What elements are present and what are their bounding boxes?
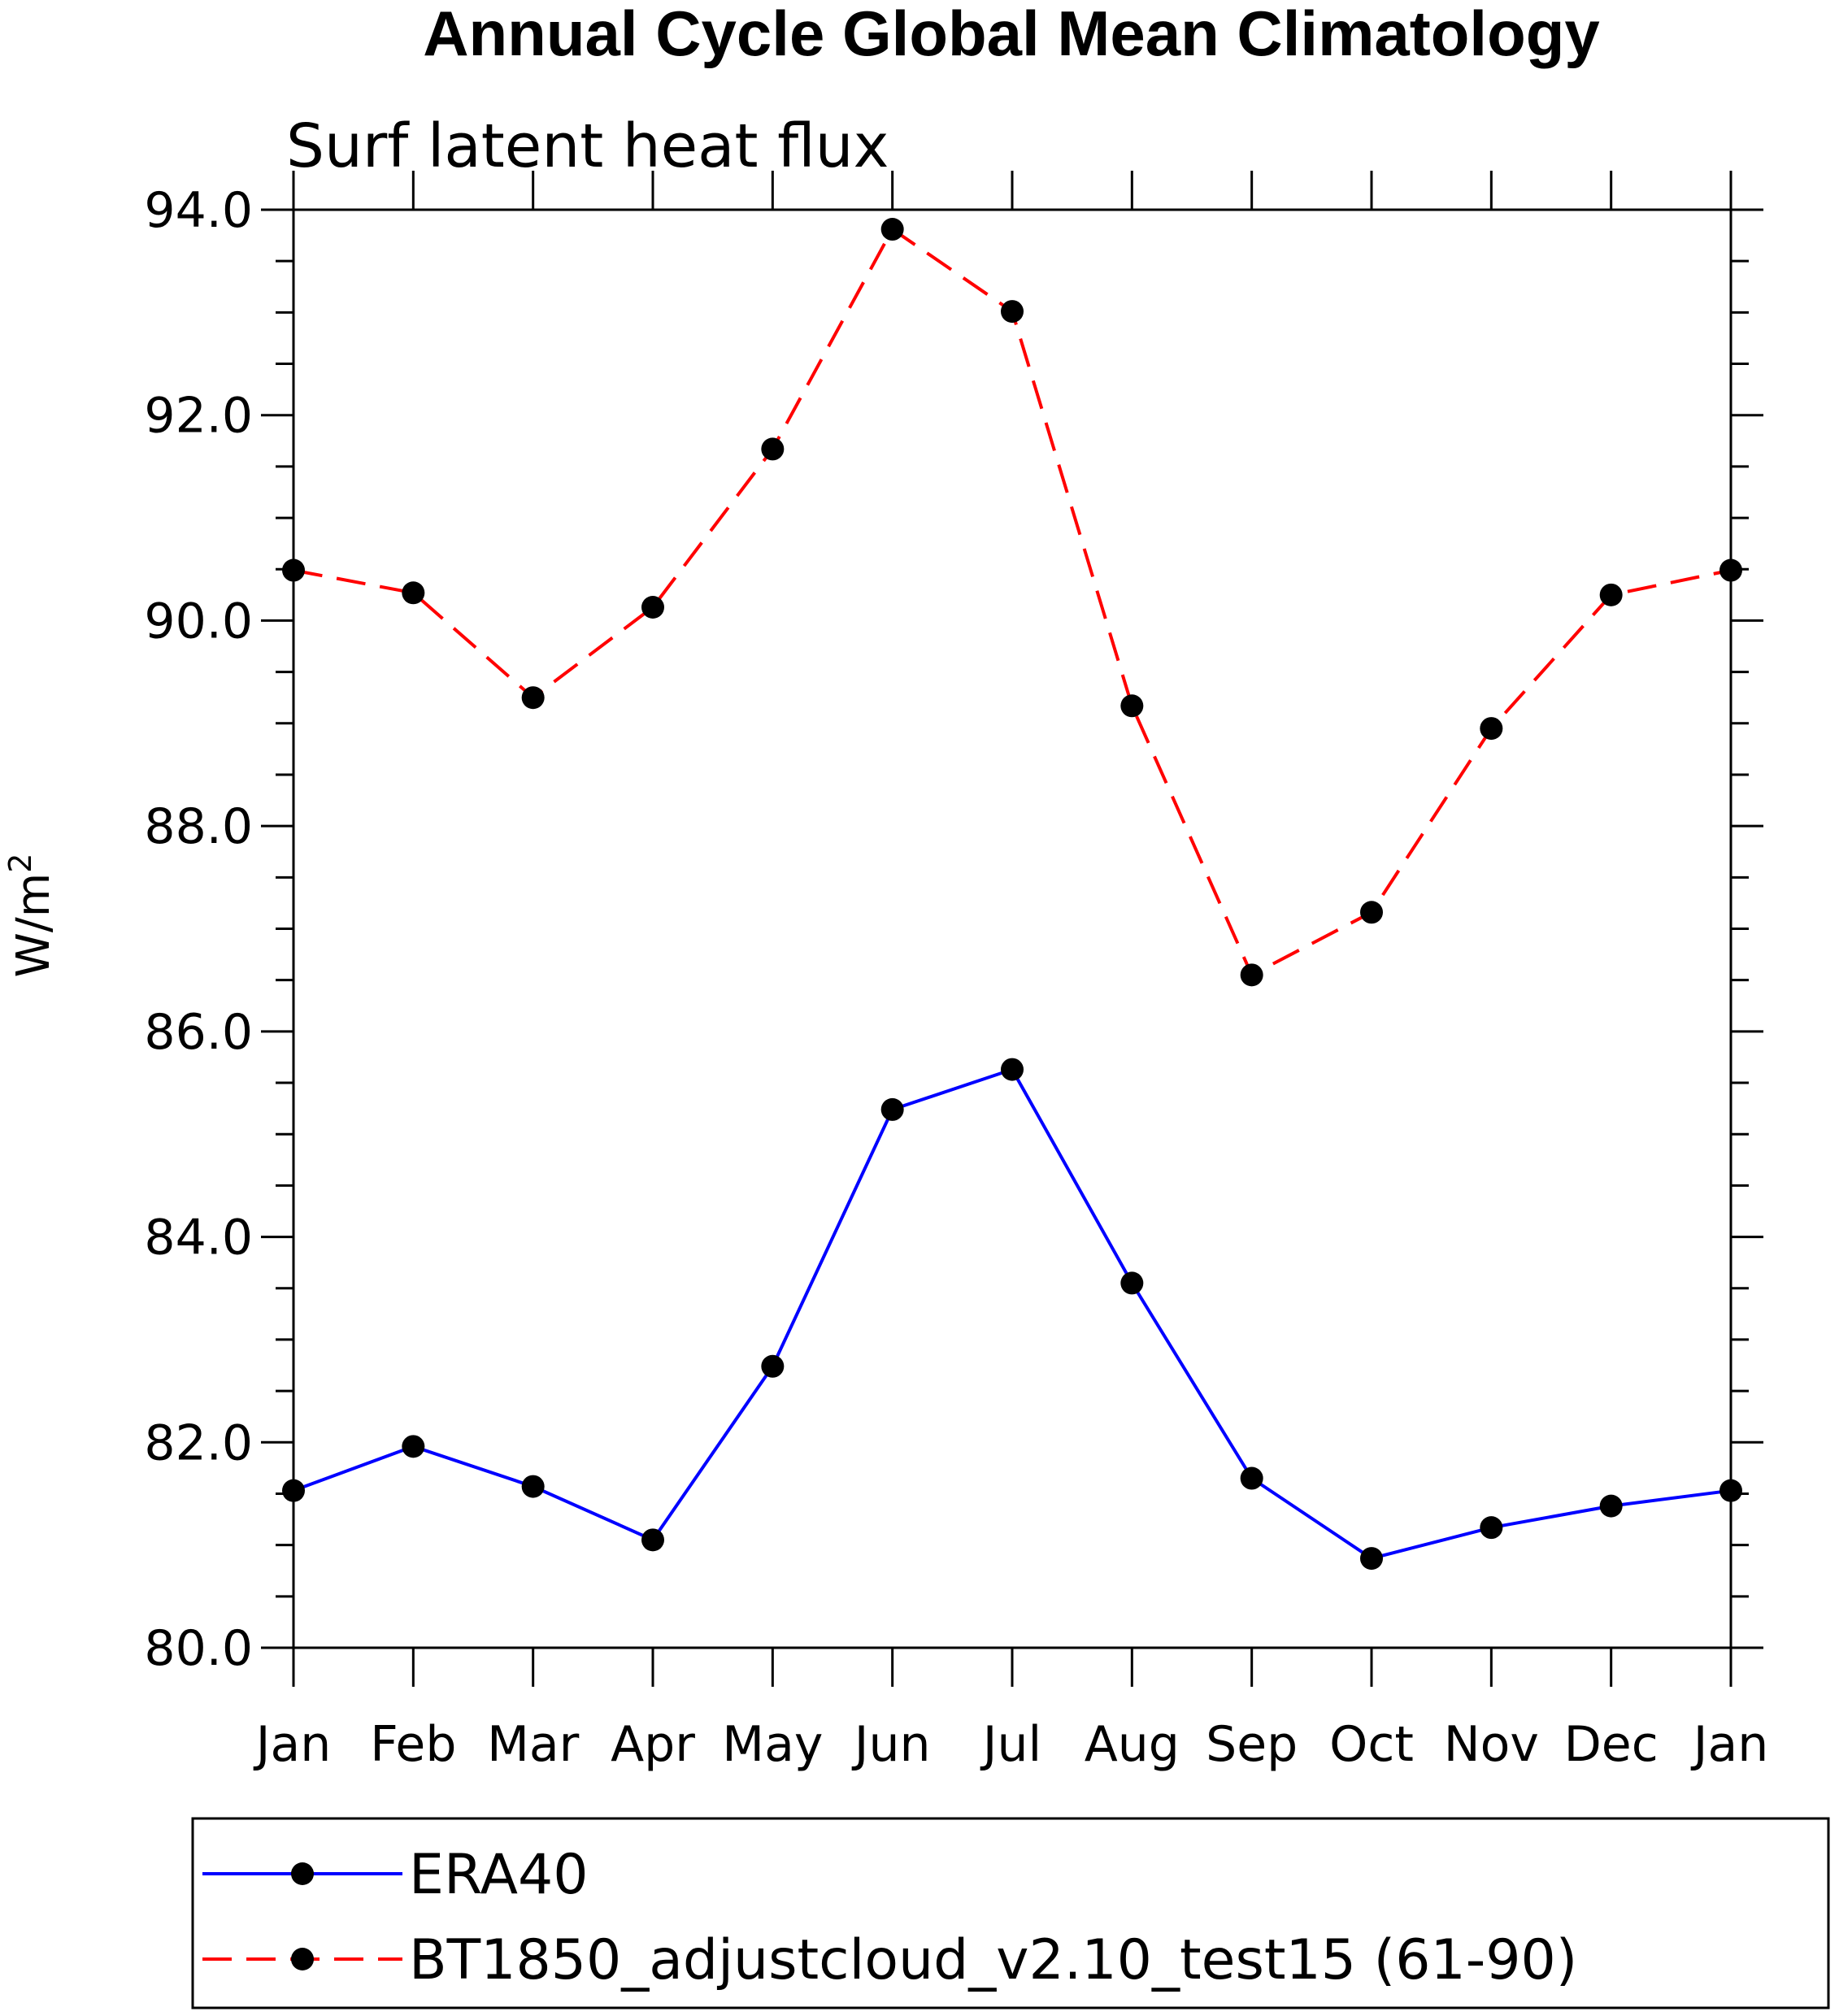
series-1-point: [1001, 1058, 1024, 1081]
plot-area: 80.0 82.0 84.0 86.0 88.0 90.0 92.0 94.0 Jan Feb Ma…: [144, 171, 1768, 1773]
x-tick-label: Jul: [980, 1716, 1041, 1773]
series-2-point: [1360, 901, 1383, 924]
series-line-2: [293, 227, 1732, 978]
y-tick-label: 84.0: [144, 1210, 253, 1267]
y-tick-label: 80.0: [144, 1620, 253, 1677]
series-1-point: [641, 1528, 664, 1552]
y-tick-label: 92.0: [144, 388, 253, 445]
legend-label-1: ERA40: [409, 1843, 589, 1907]
x-tick-label: Dec: [1564, 1716, 1659, 1773]
series-2-point: [521, 686, 545, 710]
legend-box: [191, 1817, 1830, 2009]
chart-subtitle: Surf latent heat flux: [286, 111, 889, 181]
series-2-point: [1480, 717, 1503, 741]
series-2-point: [761, 437, 785, 461]
chart-title: Annual Cycle Global Mean Climatology: [423, 0, 1600, 69]
x-tick-label: Jun: [851, 1716, 931, 1773]
y-tick-label: 90.0: [144, 593, 253, 650]
series-2-point: [1240, 963, 1263, 987]
series-1-point: [1360, 1547, 1383, 1571]
legend-label-2: BT1850_adjustcloud_v2.10_test15 (61-90): [409, 1928, 1577, 1992]
y-tick-label: 82.0: [144, 1414, 253, 1471]
series-1-point: [1240, 1466, 1263, 1490]
y-tick-label: 94.0: [144, 182, 253, 239]
series-1-point: [1599, 1494, 1623, 1518]
y-axis-label-exponent: 2: [2, 854, 38, 873]
y-tick-label: 88.0: [144, 798, 253, 855]
series-2-point: [641, 596, 664, 619]
x-tick-label: Jan: [253, 1716, 332, 1773]
x-tick-label: Sep: [1206, 1716, 1298, 1773]
series-1-point: [521, 1475, 545, 1498]
series-1-point: [761, 1354, 785, 1378]
y-axis-label: W/m2: [2, 854, 60, 978]
legend-marker-2: [291, 1948, 314, 1970]
series-1-point: [1719, 1479, 1742, 1502]
x-tick-label: Jan: [1690, 1716, 1769, 1773]
x-tick-label: Nov: [1444, 1716, 1539, 1773]
series-1-point: [1120, 1271, 1144, 1295]
series-2-point: [1001, 300, 1024, 324]
series-2-point: [282, 558, 305, 582]
x-tick-label: Aug: [1085, 1716, 1180, 1773]
legend-marker-1: [291, 1862, 314, 1885]
series-2-point: [1599, 583, 1623, 606]
series-2-point: [1120, 694, 1144, 718]
x-tick-label: Mar: [487, 1716, 580, 1773]
x-tick-label: Apr: [611, 1716, 695, 1773]
x-tick-label: May: [722, 1716, 823, 1773]
series-1-point: [402, 1435, 425, 1458]
series-1-point: [1480, 1516, 1503, 1540]
x-tick-label: Oct: [1329, 1716, 1414, 1773]
series-line-1: [293, 1067, 1732, 1561]
series-2-point: [1719, 558, 1742, 582]
plot-frame: [292, 208, 1732, 1649]
series-2-point: [402, 581, 425, 605]
series-1-point: [880, 1097, 904, 1121]
y-axis-label-unit: W/m: [7, 873, 60, 978]
series-2-point: [880, 218, 904, 241]
y-tick-label: 86.0: [144, 1004, 253, 1061]
series-1-point: [282, 1479, 305, 1502]
legend: ERA40 BT1850_adjustcloud_v2.10_test15 (61…: [191, 1817, 1830, 2009]
x-tick-label: Feb: [370, 1716, 456, 1773]
